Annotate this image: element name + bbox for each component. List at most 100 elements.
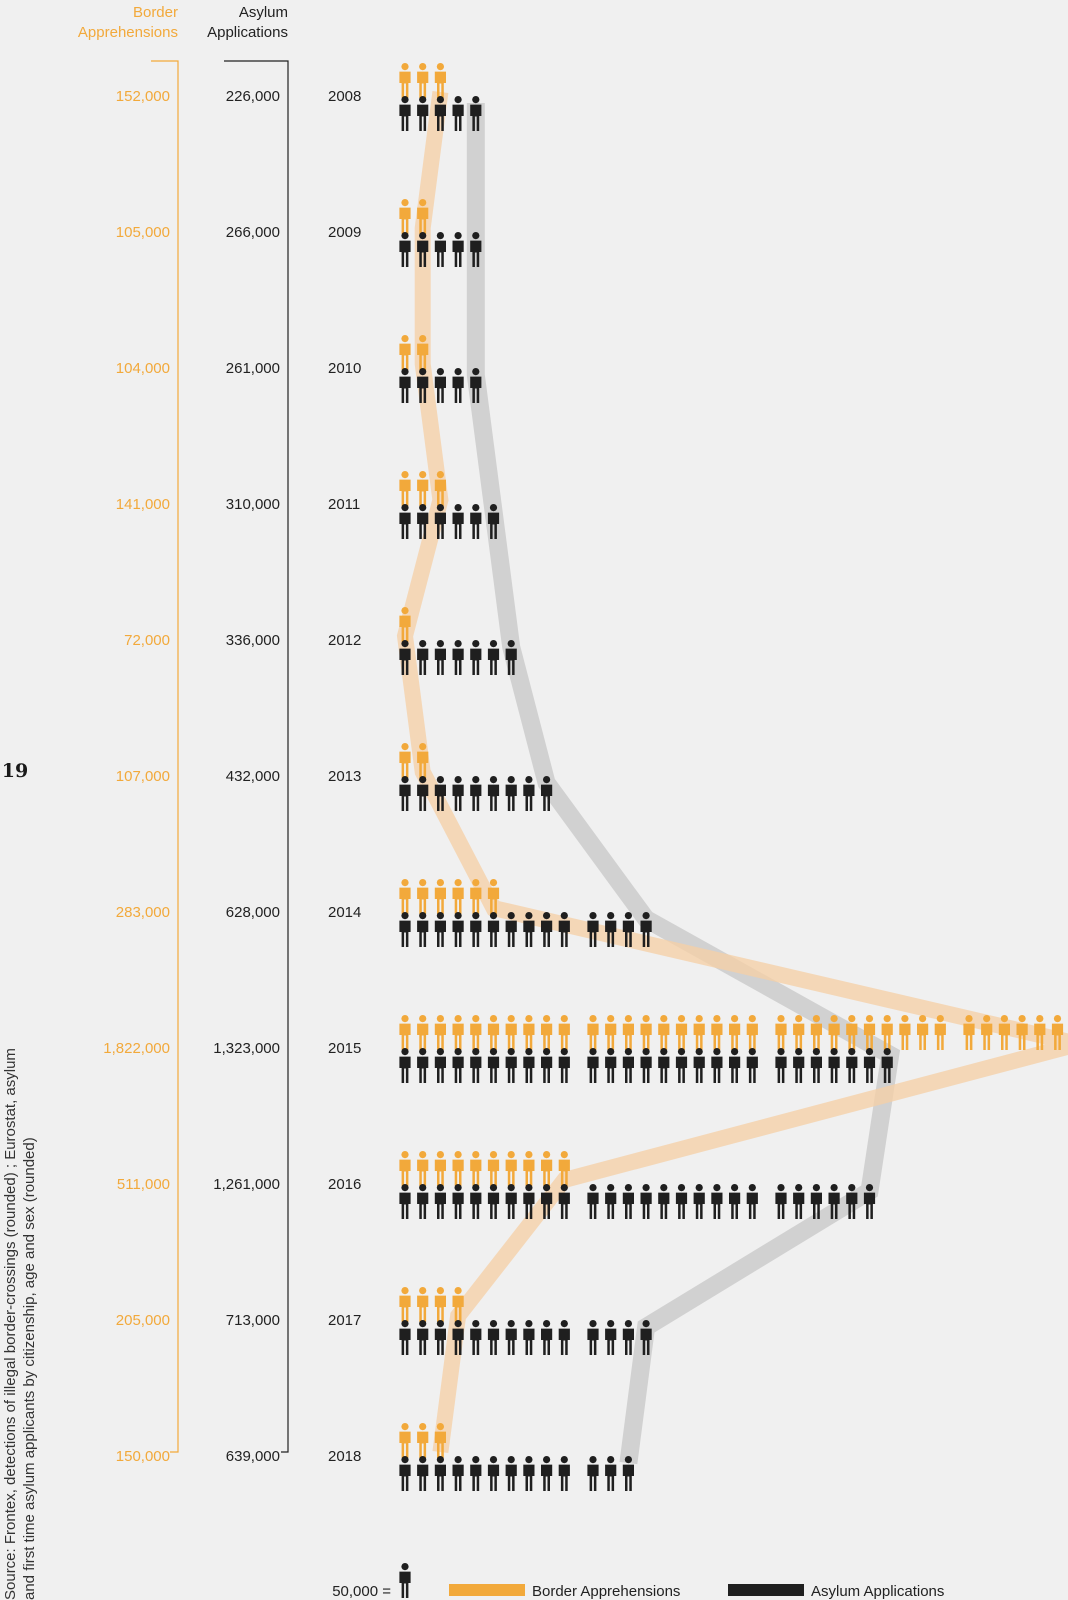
- asylum-person-icon: [452, 1184, 464, 1219]
- asylum-person-icon: [505, 1184, 517, 1219]
- border-person-icon: [399, 471, 411, 506]
- asylum-person-icon: [605, 1320, 617, 1355]
- asylum-person-icon: [434, 912, 446, 947]
- asylum-person-icon: [523, 1320, 535, 1355]
- border-person-icon: [1034, 1015, 1046, 1050]
- asylum-person-icon: [558, 1456, 570, 1491]
- asylum-person-icon: [587, 1456, 599, 1491]
- border-person-icon: [622, 1015, 634, 1050]
- border-person-icon: [434, 879, 446, 914]
- legend-asylum-swatch: [728, 1584, 804, 1596]
- border-person-icon: [417, 63, 429, 98]
- border-trend-band: [396, 90, 1068, 1454]
- border-value-label: 152,000: [116, 88, 170, 105]
- border-person-icon: [487, 1015, 500, 1050]
- asylum-value-label: 310,000: [226, 496, 280, 513]
- page-number: 19: [2, 760, 28, 782]
- border-person-icon: [523, 1015, 535, 1050]
- source-note-line1: Source: Frontex, detections of illegal b…: [2, 1048, 19, 1600]
- asylum-person-icon: [793, 1184, 805, 1219]
- asylum-person-icon: [775, 1048, 787, 1083]
- asylum-value-label: 226,000: [226, 88, 280, 105]
- asylum-person-icon: [587, 1184, 599, 1219]
- border-value-label: 72,000: [124, 632, 170, 649]
- year-row-2016: 511,000 1,261,000 2016: [117, 1151, 876, 1219]
- asylum-person-icon: [658, 1048, 670, 1083]
- asylum-person-icon: [399, 504, 411, 539]
- asylum-person-icon: [452, 504, 464, 539]
- asylum-person-icon: [417, 1320, 429, 1355]
- asylum-person-icon: [793, 1048, 805, 1083]
- asylum-person-icon: [810, 1048, 822, 1083]
- asylum-person-icon: [658, 1184, 670, 1219]
- asylum-person-icon: [470, 1320, 482, 1355]
- asylum-person-icon: [452, 232, 464, 267]
- asylum-person-icon: [434, 1184, 446, 1219]
- border-person-icon: [523, 1151, 535, 1186]
- asylum-person-icon: [434, 1320, 446, 1355]
- border-person-icon: [587, 1015, 599, 1050]
- border-value-label: 105,000: [116, 224, 170, 241]
- year-label: 2017: [328, 1312, 361, 1329]
- asylum-person-icon: [711, 1184, 723, 1219]
- year-row-2008: 152,000 226,000 2008: [116, 63, 482, 131]
- asylum-person-icon: [399, 1184, 411, 1219]
- asylum-value-label: 628,000: [226, 904, 280, 921]
- border-person-icon: [417, 1151, 429, 1186]
- asylum-axis-bracket: [224, 60, 289, 1453]
- year-row-2015: 1,822,000 1,323,000 2015: [103, 1015, 1064, 1083]
- year-row-2011: 141,000 310,000 2011: [116, 471, 500, 539]
- asylum-person-icon: [622, 1320, 634, 1355]
- legend-border-label: Border Apprehensions: [532, 1583, 680, 1600]
- asylum-person-icon: [399, 1048, 411, 1083]
- year-row-2017: 205,000 713,000 2017: [116, 1287, 652, 1355]
- asylum-person-icon: [828, 1048, 840, 1083]
- asylum-header-line2: Applications: [207, 24, 288, 41]
- border-person-icon: [693, 1015, 705, 1050]
- asylum-person-icon: [693, 1184, 705, 1219]
- border-person-icon: [399, 743, 411, 778]
- year-row-2009: 105,000 266,000 2009: [116, 199, 482, 267]
- border-person-icon: [487, 1151, 500, 1186]
- border-person-icon: [417, 471, 429, 506]
- asylum-person-icon: [505, 1048, 517, 1083]
- asylum-person-icon: [775, 1184, 787, 1219]
- border-person-icon: [399, 1151, 411, 1186]
- border-person-icon: [434, 1015, 446, 1050]
- year-label: 2011: [328, 496, 360, 513]
- border-value-label: 150,000: [116, 1448, 170, 1465]
- unit-person-icon: [399, 1563, 411, 1598]
- border-person-icon: [640, 1015, 652, 1050]
- border-person-icon: [417, 1015, 429, 1050]
- border-person-icon: [558, 1015, 570, 1050]
- asylum-person-icon: [558, 1320, 570, 1355]
- border-person-icon: [452, 879, 464, 914]
- asylum-person-icon: [452, 776, 464, 811]
- year-label: 2018: [328, 1448, 361, 1465]
- asylum-person-icon: [452, 1048, 464, 1083]
- border-person-icon: [434, 1151, 446, 1186]
- asylum-person-icon: [523, 776, 535, 811]
- asylum-value-label: 432,000: [226, 768, 280, 785]
- asylum-person-icon: [675, 1048, 688, 1083]
- asylum-person-icon: [746, 1184, 758, 1219]
- border-person-icon: [658, 1015, 670, 1050]
- asylum-person-icon: [417, 1048, 429, 1083]
- asylum-person-icon: [470, 1456, 482, 1491]
- asylum-person-icon: [434, 1456, 446, 1491]
- border-person-icon: [729, 1015, 741, 1050]
- border-person-icon: [399, 1423, 411, 1458]
- asylum-person-icon: [399, 1320, 411, 1355]
- year-label: 2015: [328, 1040, 361, 1057]
- asylum-person-icon: [711, 1048, 723, 1083]
- asylum-value-label: 1,261,000: [213, 1176, 280, 1193]
- asylum-person-icon: [605, 1456, 617, 1491]
- border-person-icon: [675, 1015, 688, 1050]
- border-value-label: 107,000: [116, 768, 170, 785]
- border-value-label: 283,000: [116, 904, 170, 921]
- asylum-value-label: 261,000: [226, 360, 280, 377]
- asylum-person-icon: [452, 1456, 464, 1491]
- trend-lines: [396, 90, 1068, 1465]
- asylum-person-icon: [417, 96, 429, 131]
